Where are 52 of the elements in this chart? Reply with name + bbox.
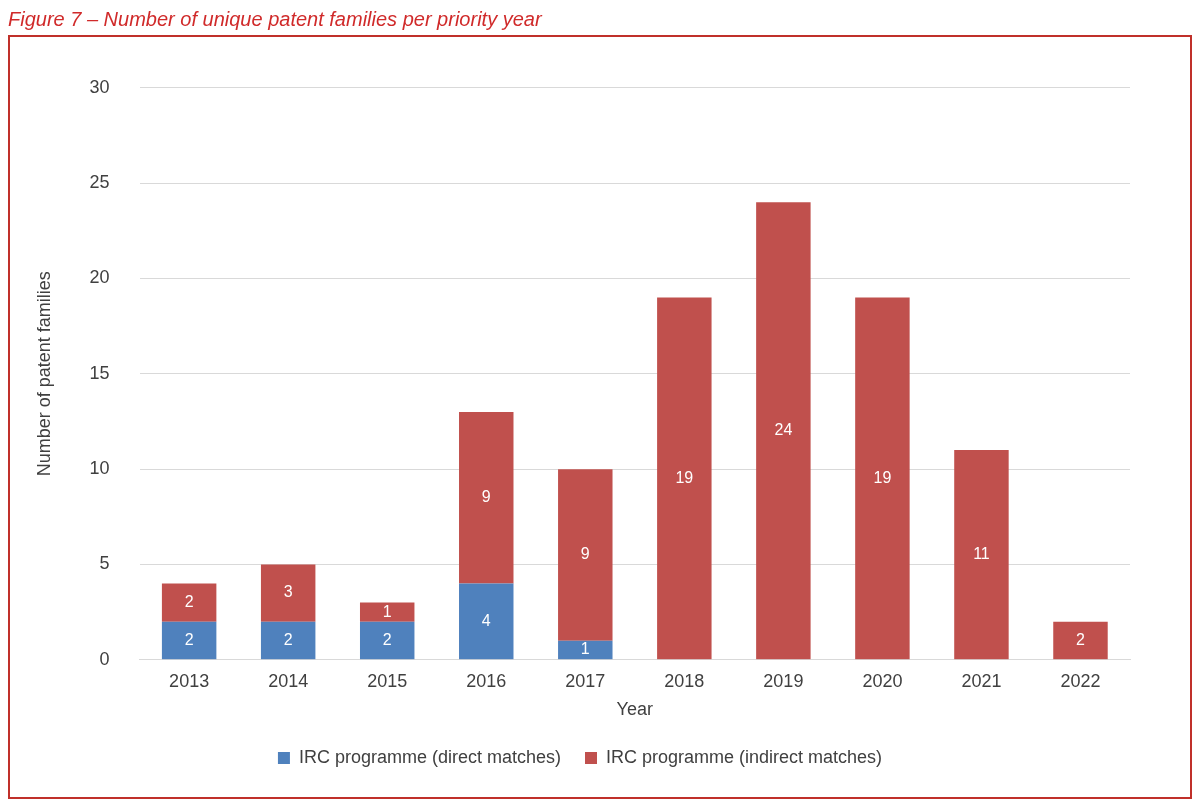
x-tick-label: 2022 bbox=[1060, 670, 1101, 691]
y-tick-label: 10 bbox=[89, 458, 110, 479]
y-tick-label: 30 bbox=[89, 76, 110, 97]
bar bbox=[359, 621, 415, 660]
x-tick-label: 2017 bbox=[565, 670, 606, 691]
bar bbox=[359, 602, 415, 622]
x-tick-label: 2016 bbox=[466, 670, 507, 691]
bar bbox=[558, 469, 613, 641]
data-label: 9 bbox=[481, 488, 491, 506]
bar bbox=[1053, 621, 1108, 660]
bar bbox=[161, 583, 217, 622]
bar bbox=[161, 621, 217, 660]
y-tick-label: 25 bbox=[89, 172, 110, 193]
data-label: 3 bbox=[283, 583, 293, 601]
x-axis-title: Year bbox=[616, 699, 653, 720]
x-tick-label: 2020 bbox=[862, 670, 903, 691]
chart-title: Figure 7 – Number of unique patent families per priority year bbox=[8, 8, 544, 31]
data-label: 2 bbox=[184, 630, 194, 648]
data-label: 2 bbox=[283, 630, 293, 648]
bar bbox=[260, 564, 316, 622]
data-label: 1 bbox=[382, 602, 392, 620]
bar bbox=[459, 411, 514, 584]
data-label: 2 bbox=[184, 593, 194, 611]
data-label: 4 bbox=[481, 611, 491, 629]
y-tick-label: 5 bbox=[99, 553, 110, 574]
x-tick-label: 2015 bbox=[367, 670, 408, 691]
legend-label: IRC programme (indirect matches) bbox=[606, 746, 883, 767]
bar bbox=[459, 583, 514, 660]
x-tick-label: 2013 bbox=[169, 670, 210, 691]
y-tick-label: 20 bbox=[89, 267, 110, 288]
bar bbox=[558, 640, 613, 660]
data-label: 1 bbox=[580, 640, 590, 658]
x-tick-label: 2014 bbox=[268, 670, 309, 691]
data-label: 11 bbox=[973, 545, 990, 563]
x-tick-label: 2018 bbox=[664, 670, 705, 691]
bar bbox=[260, 621, 316, 660]
bar bbox=[657, 297, 712, 660]
legend-label: IRC programme (direct matches) bbox=[298, 746, 562, 767]
data-label: 24 bbox=[774, 421, 793, 439]
x-tick-label: 2019 bbox=[763, 670, 804, 691]
bar bbox=[954, 450, 1009, 660]
x-tick-label: 2021 bbox=[961, 670, 1002, 691]
data-label: 2 bbox=[1076, 630, 1086, 648]
y-tick-label: 0 bbox=[99, 648, 110, 669]
bar bbox=[756, 202, 811, 660]
data-label: 9 bbox=[580, 545, 590, 563]
y-tick-label: 15 bbox=[89, 362, 110, 383]
data-label: 19 bbox=[675, 468, 694, 486]
data-label: 2 bbox=[382, 630, 392, 648]
data-label: 19 bbox=[873, 468, 892, 486]
bar bbox=[855, 297, 910, 660]
y-axis-title: Number of patent families bbox=[33, 271, 54, 477]
